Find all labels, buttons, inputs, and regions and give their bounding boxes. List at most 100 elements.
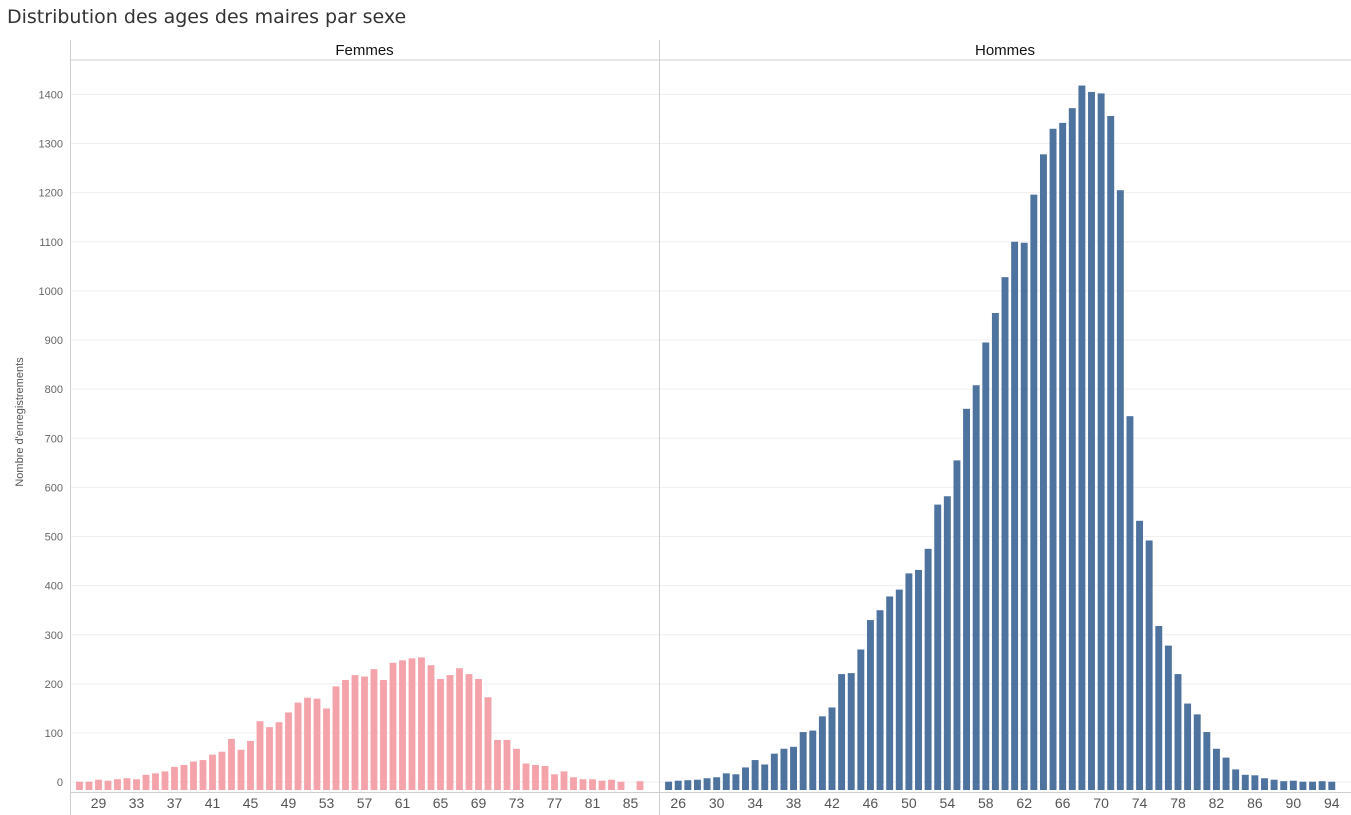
x-tick-label-hommes: 46 [863,795,879,811]
bar-femmes [218,751,226,790]
bars [76,85,1336,791]
x-tick-label-hommes: 70 [1093,795,1109,811]
x-tick-label-femmes: 61 [395,795,411,811]
bar-hommes [742,767,749,790]
x-tick-label-hommes: 34 [747,795,763,811]
bar-femmes [570,777,577,790]
x-tick-label-femmes: 33 [129,795,145,811]
y-axis-label: Nombre d'enregistrements [14,357,26,487]
y-tick-label: 1300 [39,139,63,151]
bar-femmes [323,708,330,790]
bar-hommes [751,760,759,790]
bar-femmes [351,675,359,790]
bar-hommes [770,753,778,790]
bar-hommes [828,707,836,790]
bar-femmes [209,754,216,790]
bar-hommes [693,779,701,790]
x-tick-label-hommes: 50 [901,795,917,811]
bar-hommes [895,589,903,790]
bar-hommes [1270,779,1278,790]
bar-femmes [418,657,425,790]
bar-hommes [722,773,730,790]
x-tick-label-femmes: 49 [281,795,297,811]
bar-femmes [503,739,511,790]
y-tick-label: 700 [45,433,63,445]
bar-femmes [256,721,264,790]
y-tick-label: 600 [45,482,63,494]
x-tick-label-femmes: 53 [319,795,335,811]
x-tick-label-femmes: 77 [547,795,563,811]
bar-hommes [953,460,961,790]
x-tick-label-hommes: 62 [1016,795,1032,811]
y-tick-label: 300 [45,630,63,642]
y-tick-label: 500 [45,532,63,544]
bar-hommes [838,674,846,790]
panel-title-hommes: Hommes [975,42,1035,59]
bar-hommes [963,408,971,790]
bar-femmes [598,780,606,790]
x-tick-label-femmes: 85 [623,795,639,811]
bar-hommes [1078,85,1086,790]
x-tick-label-hommes: 38 [786,795,802,811]
y-tick-label: 1200 [39,188,63,200]
bar-femmes [85,781,93,790]
bar-hommes [876,610,884,790]
bar-hommes [1203,732,1211,790]
bar-hommes [1030,194,1038,791]
bar-femmes [579,779,587,790]
bar-hommes [1116,190,1124,790]
bar-femmes [104,780,112,790]
bar-femmes [551,774,558,790]
bar-hommes [1212,748,1220,790]
bar-femmes [408,658,416,790]
bar-hommes [1155,625,1163,790]
bar-femmes [180,764,188,790]
bar-hommes [1241,774,1249,790]
y-tick-label: 900 [45,335,63,347]
bar-hommes [1011,241,1019,791]
y-tick-label: 1000 [39,286,63,298]
bar-hommes [1049,128,1057,791]
bar-hommes [761,764,769,790]
bar-hommes [1328,781,1336,790]
bar-hommes [1097,93,1105,790]
bar-hommes [732,774,740,790]
x-tick-label-hommes: 58 [978,795,994,811]
bar-femmes [608,779,615,790]
bar-femmes [484,697,492,790]
bar-hommes [915,569,922,790]
x-tick-label-hommes: 66 [1055,795,1071,811]
bar-femmes [171,766,178,790]
bar-femmes [152,773,159,790]
bar-femmes [427,665,435,790]
bar-hommes [1251,775,1259,790]
x-tick-label-femmes: 69 [471,795,487,811]
x-tick-label-hommes: 26 [670,795,686,811]
bar-femmes [532,764,539,790]
bar-hommes [847,673,855,790]
bar-hommes [1309,781,1317,790]
bar-hommes [799,732,807,790]
x-tick-label-femmes: 57 [357,795,373,811]
bar-femmes [399,660,406,790]
x-tick-label-hommes: 74 [1132,795,1148,811]
x-tick-label-femmes: 41 [205,795,221,811]
bar-hommes [943,496,951,790]
bar-hommes [1261,778,1268,790]
x-tick-label-hommes: 54 [940,795,956,811]
bar-femmes [560,771,568,790]
bar-femmes [494,739,501,790]
bar-hommes [1174,674,1182,790]
bar-hommes [703,778,711,790]
x-tick-label-femmes: 45 [243,795,259,811]
bar-hommes [818,716,826,790]
bar-hommes [1001,277,1009,790]
bar-hommes [1318,781,1326,790]
bar-femmes [133,779,140,790]
x-tick-label-femmes: 37 [167,795,183,811]
bar-femmes [114,779,121,790]
bar-femmes [370,669,378,790]
bar-hommes [790,746,798,790]
bar-hommes [1184,703,1192,790]
bar-hommes [991,313,999,790]
